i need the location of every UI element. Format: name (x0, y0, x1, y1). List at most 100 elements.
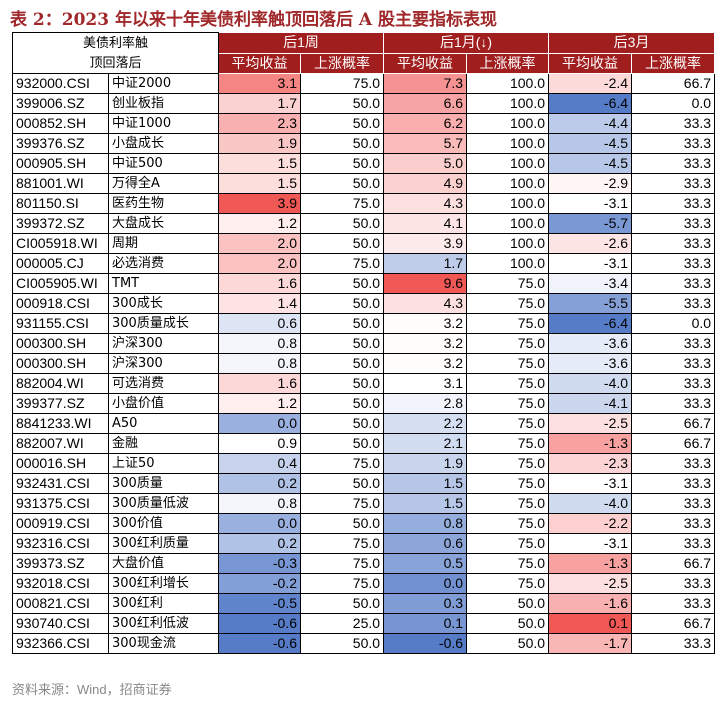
data-row: 000300.SH 沪深300 0.8 50.0 3.2 75.0 -3.6 33.3 (12, 353, 716, 374)
name-cell: 300质量低波 (107, 493, 220, 514)
subheader: 上涨概率 (466, 52, 550, 74)
table-body: 美债利率触 顶回落后 后1周 后1月(↓) 后3月 平均收益 上涨概率 平均收益 上涨概率 平均收… (11, 32, 716, 654)
value-cell: 1.6 (218, 373, 302, 394)
value-cell: 33.3 (631, 373, 716, 394)
value-cell: 3.9 (383, 233, 468, 254)
value-cell: 2.1 (383, 433, 468, 454)
value-cell: 2.8 (383, 393, 468, 414)
value-cell: 75.0 (466, 333, 550, 354)
value-cell: 100.0 (466, 113, 550, 134)
code-cell: 932000.CSI (12, 73, 109, 94)
value-cell: -5.7 (548, 213, 633, 234)
header-row: 美债利率触 顶回落后 后1周 后1月(↓) 后3月 (11, 32, 716, 74)
value-cell: 0.0 (218, 413, 302, 434)
value-cell: -0.5 (218, 593, 302, 614)
value-cell: 6.6 (383, 93, 468, 114)
value-cell: 1.7 (383, 253, 468, 274)
data-row: 932316.CSI 300红利质量 0.2 75.0 0.6 75.0 -3.1 33.3 (12, 533, 716, 554)
value-cell: 100.0 (466, 253, 550, 274)
data-row: 932000.CSI 中证2000 3.1 75.0 7.3 100.0 -2.4 66.7 (12, 73, 716, 94)
value-cell: 66.7 (631, 553, 716, 574)
value-cell: 0.6 (383, 533, 468, 554)
value-cell: 33.3 (631, 393, 716, 414)
value-cell: -3.6 (548, 333, 633, 354)
value-cell: 1.2 (218, 393, 302, 414)
data-row: CI005905.WI TMT 1.6 50.0 9.6 75.0 -3.4 33.3 (12, 273, 716, 294)
value-cell: 75.0 (300, 193, 385, 214)
name-cell: 必选消费 (107, 253, 220, 274)
name-cell: 金融 (107, 433, 220, 454)
value-cell: -0.2 (218, 573, 302, 594)
value-cell: -4.1 (548, 393, 633, 414)
value-cell: -2.5 (548, 573, 633, 594)
value-cell: 1.9 (383, 453, 468, 474)
name-cell: 300现金流 (107, 633, 220, 654)
name-cell: 300质量 (107, 473, 220, 494)
code-cell: 000919.CSI (12, 513, 109, 534)
data-row: 000821.CSI 300红利 -0.5 50.0 0.3 50.0 -1.6 33.3 (12, 593, 716, 614)
name-cell: 小盘成长 (107, 133, 220, 154)
data-row: 399376.SZ 小盘成长 1.9 50.0 5.7 100.0 -4.5 33.3 (12, 133, 716, 154)
value-cell: 50.0 (300, 153, 385, 174)
code-cell: 000821.CSI (12, 593, 109, 614)
value-cell: 66.7 (631, 613, 716, 634)
value-cell: -2.4 (548, 73, 633, 94)
name-cell: 300红利质量 (107, 533, 220, 554)
name-cell: 沪深300 (107, 333, 220, 354)
data-row: 000852.SH 中证1000 2.3 50.0 6.2 100.0 -4.4 33.3 (12, 113, 716, 134)
value-cell: 100.0 (466, 173, 550, 194)
data-row: CI005918.WI 周期 2.0 50.0 3.9 100.0 -2.6 33.3 (12, 233, 716, 254)
value-cell: 50.0 (300, 433, 385, 454)
value-cell: 50.0 (300, 413, 385, 434)
value-cell: 1.2 (218, 213, 302, 234)
value-cell: 0.2 (218, 533, 302, 554)
value-cell: -3.1 (548, 533, 633, 554)
name-cell: 300红利 (107, 593, 220, 614)
value-cell: 33.3 (631, 493, 716, 514)
code-cell: 932431.CSI (12, 473, 109, 494)
value-cell: 33.3 (631, 513, 716, 534)
value-cell: 50.0 (300, 593, 385, 614)
name-cell: 300红利增长 (107, 573, 220, 594)
name-cell: 万得全A (107, 173, 220, 194)
code-cell: 000852.SH (12, 113, 109, 134)
value-cell: 50.0 (466, 613, 550, 634)
code-cell: 882007.WI (12, 433, 109, 454)
value-cell: 75.0 (300, 493, 385, 514)
subheader-row: 平均收益 上涨概率 平均收益 上涨概率 平均收益 上涨概率 (13, 52, 716, 74)
value-cell: 75.0 (466, 553, 550, 574)
value-cell: 1.4 (218, 293, 302, 314)
value-cell: -3.6 (548, 353, 633, 374)
value-cell: 75.0 (466, 513, 550, 534)
name-cell: 大盘成长 (107, 213, 220, 234)
value-cell: 75.0 (466, 433, 550, 454)
value-cell: 33.3 (631, 153, 716, 174)
code-cell: 000016.SH (12, 453, 109, 474)
value-cell: 100.0 (466, 73, 550, 94)
subheader: 平均收益 (218, 52, 302, 74)
code-cell: 000905.SH (12, 153, 109, 174)
value-cell: 4.3 (383, 293, 468, 314)
subheader: 平均收益 (548, 52, 633, 74)
group-header: 后1月(↓) (383, 32, 550, 54)
value-cell: 0.0 (218, 513, 302, 534)
value-cell: 50.0 (300, 633, 385, 654)
value-cell: 50.0 (300, 293, 385, 314)
value-cell: 75.0 (466, 313, 550, 334)
code-cell: 931375.CSI (12, 493, 109, 514)
value-cell: 50.0 (300, 373, 385, 394)
data-row: 000905.SH 中证500 1.5 50.0 5.0 100.0 -4.5 33.3 (12, 153, 716, 174)
name-cell: 中证2000 (107, 73, 220, 94)
value-cell: 75.0 (466, 413, 550, 434)
value-cell: 33.3 (631, 133, 716, 154)
code-cell: 399376.SZ (12, 133, 109, 154)
value-cell: -0.6 (383, 633, 468, 654)
value-cell: -2.9 (548, 173, 633, 194)
value-cell: 33.3 (631, 633, 716, 654)
value-cell: -0.6 (218, 633, 302, 654)
value-cell: 1.5 (218, 153, 302, 174)
value-cell: 100.0 (466, 193, 550, 214)
code-cell: 932018.CSI (12, 573, 109, 594)
data-row: 931155.CSI 300质量成长 0.6 50.0 3.2 75.0 -6.4 0.0 (12, 313, 716, 334)
name-cell: 沪深300 (107, 353, 220, 374)
